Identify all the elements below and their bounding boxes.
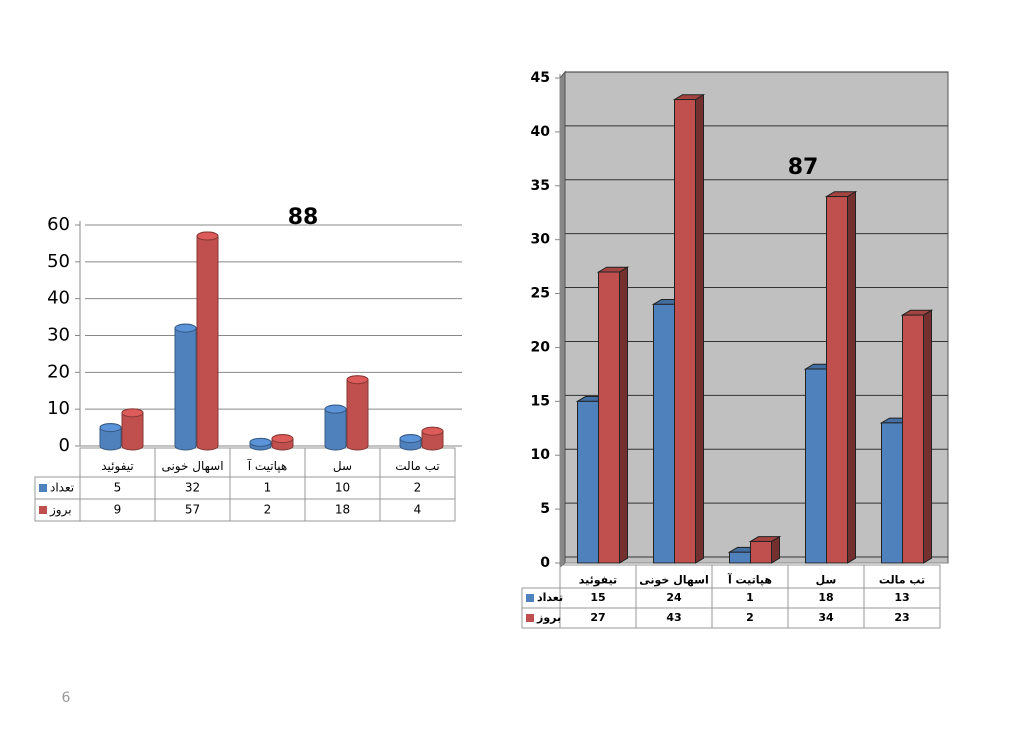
y-tick-label: 45 — [531, 70, 550, 86]
table-value: 1 — [264, 481, 272, 495]
bar-top — [324, 404, 347, 414]
table-value: 2 — [414, 481, 422, 495]
bar — [346, 375, 369, 451]
bar — [881, 422, 903, 564]
table-value: 23 — [894, 611, 909, 624]
legend-swatch — [39, 506, 47, 514]
x-tick-label: تب مالت — [395, 459, 439, 473]
bar-top — [99, 423, 122, 433]
legend-label: تعداد — [537, 591, 563, 604]
legend-label: تعداد — [50, 481, 74, 495]
table-value: 24 — [666, 591, 682, 604]
y-tick-label: 40 — [531, 124, 551, 140]
x-tick-label: تیفوئید — [101, 459, 134, 474]
table-value: 5 — [114, 481, 122, 495]
table-cell — [863, 607, 941, 629]
x-tick-label: هپاتیت آ — [727, 573, 772, 587]
table-value: 34 — [818, 611, 834, 624]
page-number: 6 — [62, 690, 71, 706]
bar-top — [249, 437, 272, 447]
y-tick-label: 25 — [531, 286, 550, 302]
table-cell — [379, 498, 456, 522]
table-value: 57 — [185, 503, 200, 517]
legend-label: بروز — [49, 503, 72, 518]
bar — [196, 231, 219, 451]
bar-top — [399, 434, 422, 444]
bar — [674, 99, 696, 564]
bar — [729, 551, 751, 564]
chart-title: 87 — [788, 155, 819, 180]
bar-side — [847, 190, 856, 564]
bar-side — [619, 266, 628, 564]
y-tick-label: 0 — [540, 555, 550, 571]
table-value: 4 — [414, 503, 422, 517]
y-tick-label: 35 — [531, 178, 550, 194]
y-tick-label: 30 — [47, 325, 70, 346]
x-tick-label: سل — [333, 459, 352, 473]
y-tick-label: 50 — [47, 251, 70, 272]
y-tick-label: 10 — [47, 398, 70, 419]
bar — [826, 196, 848, 564]
bar-top — [346, 375, 369, 385]
table-value: 13 — [894, 591, 909, 604]
bar — [805, 368, 827, 564]
y-tick-label: 20 — [47, 361, 70, 382]
y-tick-label: 10 — [531, 447, 551, 463]
bar — [750, 540, 772, 564]
bar-top — [121, 408, 144, 418]
table-value: 1 — [746, 591, 754, 604]
table-value: 9 — [114, 503, 122, 517]
table-value: 18 — [335, 503, 350, 517]
bar-top — [174, 323, 197, 333]
table-value: 32 — [185, 481, 200, 495]
bar-side — [923, 309, 932, 564]
bar — [577, 400, 599, 564]
bar — [653, 303, 675, 564]
bar-side — [695, 93, 704, 564]
x-tick-label: هپاتیت آ — [247, 458, 288, 473]
y-tick-label: 60 — [47, 214, 70, 235]
y-tick-label: 15 — [531, 393, 550, 409]
bar-top — [421, 426, 444, 436]
y-tick-label: 5 — [540, 501, 550, 517]
legend-swatch — [526, 614, 534, 622]
bar — [174, 323, 197, 451]
legend-swatch — [39, 484, 47, 492]
bar-top — [271, 434, 294, 444]
legend-swatch — [526, 594, 534, 602]
x-tick-label: تیفوئید — [579, 574, 617, 587]
table-value: 43 — [666, 611, 681, 624]
table-value: 27 — [590, 611, 605, 624]
bar — [902, 314, 924, 564]
y-tick-label: 20 — [531, 339, 551, 355]
table-value: 2 — [264, 503, 272, 517]
table-value: 2 — [746, 611, 754, 624]
chart-title: 88 — [288, 205, 319, 230]
legend-label: بروز — [536, 611, 561, 624]
table-value: 10 — [335, 481, 350, 495]
x-tick-label: اسهال خونی — [161, 459, 223, 474]
y-tick-label: 30 — [531, 232, 551, 248]
x-tick-label: اسهال خونی — [639, 574, 708, 587]
y-tick-label: 0 — [59, 435, 70, 456]
table-value: 15 — [590, 591, 605, 604]
x-tick-label: سل — [816, 574, 837, 587]
bar — [598, 271, 620, 564]
table-value: 18 — [818, 591, 833, 604]
bar-top — [196, 231, 219, 241]
x-tick-label: تب مالت — [879, 574, 925, 587]
y-tick-label: 40 — [47, 288, 70, 309]
plot-wall — [559, 70, 566, 569]
